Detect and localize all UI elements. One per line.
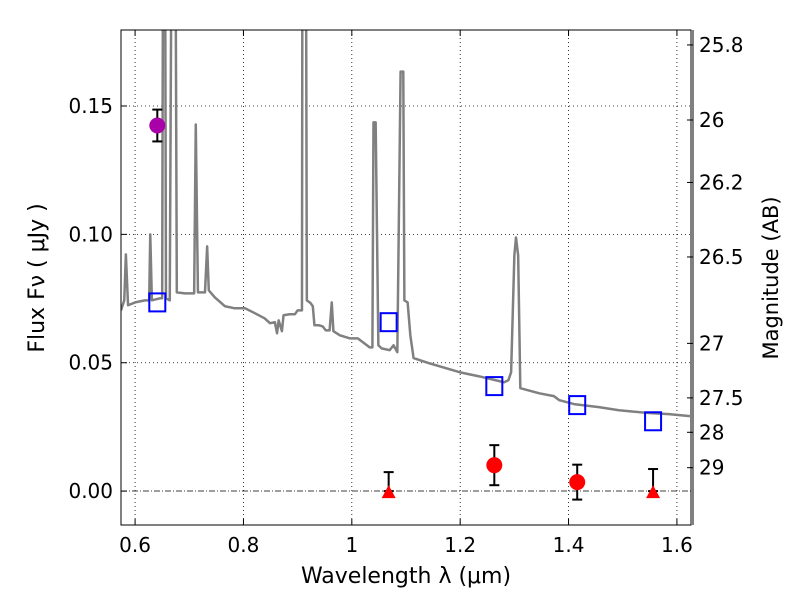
model-photometry-square (568, 395, 587, 416)
x-axis-label: Wavelength λ (μm) (301, 564, 511, 589)
mag-tick-label: 25.8 (699, 33, 744, 57)
grid-lines (121, 30, 693, 525)
mag-tick-label: 26.2 (699, 170, 744, 194)
axis-ticks: 0.6 0.8 1 1.2 1.4 1.6 0.00 0.05 0.10 0.15 25.8 26 26… (68, 30, 744, 557)
model-photometry-square (379, 312, 398, 333)
mag-tick-label: 28 (699, 420, 724, 444)
mag-tick-label: 27.5 (699, 386, 744, 410)
spectrum-line (121, 30, 691, 418)
y-axis-label: Flux Fν ( μJy ) (25, 203, 50, 352)
x-tick-label: 1.4 (553, 533, 585, 557)
mag-tick-label: 26.5 (699, 245, 744, 269)
model-photometry-square (148, 292, 167, 313)
x-tick-label: 1 (345, 533, 358, 557)
x-tick-label: 1.2 (444, 533, 476, 557)
mag-tick-label: 29 (699, 456, 724, 480)
x-tick-label: 0.8 (228, 533, 260, 557)
y-tick-label: 0.00 (68, 479, 113, 503)
plot-frame (120, 29, 692, 526)
y-tick-label: 0.15 (68, 94, 113, 118)
observed-flux-point (486, 457, 503, 474)
plot-series (121, 30, 691, 501)
y-tick-label: 0.10 (68, 222, 113, 246)
right-axis-label: Magnitude (AB) (759, 196, 783, 359)
x-tick-label: 1.6 (661, 533, 693, 557)
mag-tick-label: 26 (699, 108, 724, 132)
upper-limit-triangle (646, 485, 661, 499)
observed-flux-point (569, 474, 586, 491)
observed-flux-point (149, 117, 166, 134)
mag-tick-label: 27 (699, 331, 724, 355)
y-tick-label: 0.05 (68, 351, 113, 375)
model-photometry-square (485, 376, 504, 397)
upper-limit-triangle (381, 485, 396, 499)
model-photometry-square (644, 411, 663, 432)
x-tick-label: 0.6 (119, 533, 151, 557)
